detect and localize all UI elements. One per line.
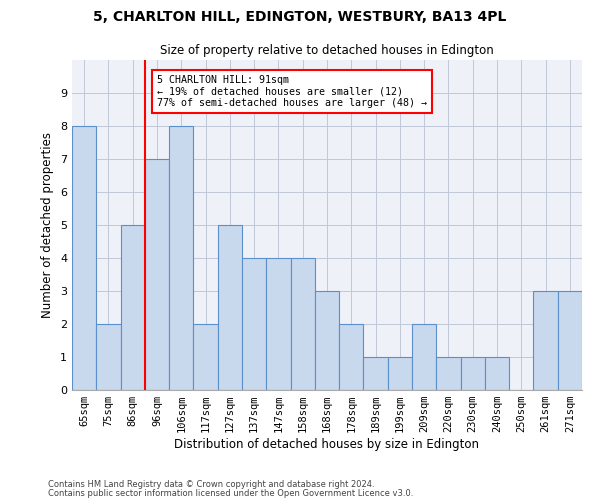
Bar (193, 324, 218, 390)
Text: Contains public sector information licensed under the Open Government Licence v3: Contains public sector information licen… (48, 488, 413, 498)
Bar (315, 291, 339, 390)
X-axis label: Distribution of detached houses by size in Edington: Distribution of detached houses by size … (175, 438, 479, 451)
Bar (218, 225, 242, 390)
Text: 5, CHARLTON HILL, EDINGTON, WESTBURY, BA13 4PL: 5, CHARLTON HILL, EDINGTON, WESTBURY, BA… (94, 10, 506, 24)
Bar (436, 357, 461, 390)
Bar (461, 357, 485, 390)
Bar (533, 291, 558, 390)
Bar (290, 258, 315, 390)
Bar (242, 258, 266, 390)
Bar (96, 324, 121, 390)
Bar (364, 357, 388, 390)
Bar (485, 357, 509, 390)
Text: Contains HM Land Registry data © Crown copyright and database right 2024.: Contains HM Land Registry data © Crown c… (48, 480, 374, 489)
Y-axis label: Number of detached properties: Number of detached properties (41, 132, 55, 318)
Bar (412, 324, 436, 390)
Bar (266, 258, 290, 390)
Bar (145, 159, 169, 390)
Title: Size of property relative to detached houses in Edington: Size of property relative to detached ho… (160, 44, 494, 58)
Bar (72, 126, 96, 390)
Bar (169, 126, 193, 390)
Text: 5 CHARLTON HILL: 91sqm
← 19% of detached houses are smaller (12)
77% of semi-det: 5 CHARLTON HILL: 91sqm ← 19% of detached… (157, 75, 427, 108)
Bar (339, 324, 364, 390)
Bar (121, 225, 145, 390)
Bar (558, 291, 582, 390)
Bar (388, 357, 412, 390)
